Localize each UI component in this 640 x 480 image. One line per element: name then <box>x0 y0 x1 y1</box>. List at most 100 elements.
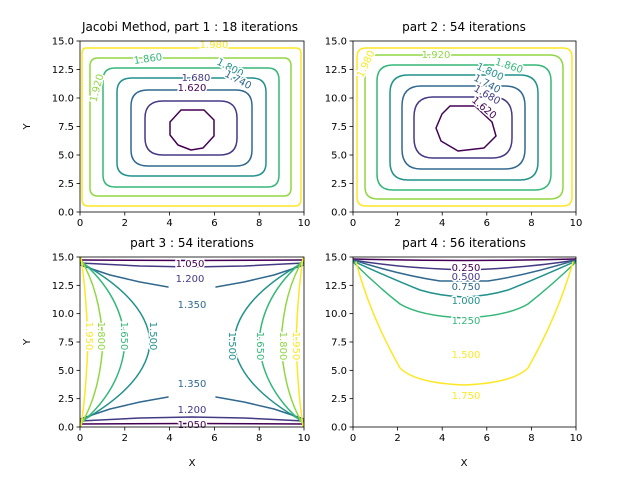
contour-label: 1.680 <box>182 73 211 84</box>
panel-2-axes: 0 2 4 6 8 10 0.0 2.5 5.0 7.5 10.0 12.5 15.0 <box>325 37 583 230</box>
contour-line <box>295 257 304 427</box>
contour-label: 1.800 <box>95 322 106 351</box>
contour-label: 1.200 <box>178 405 207 416</box>
contour-label: 1.000 <box>452 296 481 307</box>
y-tick-label: 15.0 <box>52 253 74 264</box>
x-tick-label: 10 <box>570 433 583 444</box>
x-tick-label: 6 <box>484 218 490 229</box>
y-tick-label: 12.5 <box>52 65 74 76</box>
contour-label: 1.500 <box>147 322 158 351</box>
x-tick-label: 0 <box>350 218 356 229</box>
x-tick-label: 6 <box>211 218 217 229</box>
contour-line <box>130 89 253 167</box>
contour-line <box>169 109 215 151</box>
panel-4-title: part 4 : 56 iterations <box>402 236 526 250</box>
y-tick-label: 0.0 <box>58 423 74 434</box>
panel-4-xlabel: X <box>461 458 468 469</box>
y-tick-label: 12.5 <box>325 65 347 76</box>
x-tick-label: 0 <box>77 433 83 444</box>
panel-2: part 2 : 54 iterations 1.980 1.9201.8601.… <box>325 20 583 229</box>
contour-line <box>353 258 576 262</box>
contour-line <box>258 259 304 425</box>
contour-line <box>102 67 280 188</box>
y-tick-label: 5.0 <box>58 151 74 162</box>
contour-line <box>80 396 169 420</box>
contour-label: 1.350 <box>178 300 207 311</box>
panel-1: Jacobi Method, part 1 : 18 iterations 1.… <box>22 20 310 229</box>
contour-line <box>80 422 304 425</box>
contour-label: 1.750 <box>452 391 481 402</box>
contour-line <box>233 261 304 423</box>
y-tick-label: 2.5 <box>331 394 347 405</box>
contour-label: 1.500 <box>452 350 481 361</box>
contour-line <box>353 259 576 271</box>
y-tick-label: 7.5 <box>331 338 347 349</box>
y-tick-label: 0.0 <box>331 423 347 434</box>
contour-label: 1.950 <box>83 322 94 351</box>
x-tick-label: 4 <box>166 218 172 229</box>
contour-line <box>401 85 526 170</box>
y-tick-label: 0.0 <box>331 208 347 219</box>
panel-3: part 3 : 54 iterations 1.050 1.200 1.350 1.… <box>22 236 310 469</box>
y-tick-label: 2.5 <box>331 179 347 190</box>
panel-4-axes: 0 2 4 6 8 10 0.0 2.5 5.0 7.5 10.0 12.5 15.0 <box>325 253 583 445</box>
contour-label: 1.650 <box>254 332 265 361</box>
contour-line <box>280 257 304 427</box>
x-tick-label: 2 <box>122 218 128 229</box>
contour-label: 1.050 <box>178 420 207 431</box>
x-tick-label: 4 <box>439 218 445 229</box>
panel-3-ylabel: Y <box>22 338 33 346</box>
contour-label: 1.250 <box>452 316 481 327</box>
x-tick-label: 8 <box>528 433 534 444</box>
contour-line <box>215 396 304 420</box>
contour-line <box>80 264 169 288</box>
contour-line <box>413 96 513 159</box>
panel-1-title: Jacobi Method, part 1 : 18 iterations <box>81 20 298 34</box>
contour-line <box>116 77 267 177</box>
contour-line <box>89 57 292 197</box>
contour-label: 1.980 <box>200 40 229 51</box>
x-tick-label: 10 <box>570 218 583 229</box>
y-tick-label: 2.5 <box>58 394 74 405</box>
x-tick-label: 2 <box>394 218 400 229</box>
y-tick-label: 10.0 <box>325 309 347 320</box>
contour-label: 1.500 <box>226 332 237 361</box>
y-tick-label: 2.5 <box>58 179 74 190</box>
contour-line <box>389 74 539 181</box>
contour-label: 0.250 <box>452 263 481 274</box>
contour-label: 1.860 <box>133 52 163 67</box>
y-tick-label: 12.5 <box>52 281 74 292</box>
x-tick-label: 8 <box>528 218 534 229</box>
y-tick-label: 7.5 <box>58 122 74 133</box>
y-tick-label: 7.5 <box>331 122 347 133</box>
x-tick-label: 2 <box>122 433 128 444</box>
y-tick-label: 15.0 <box>325 37 347 48</box>
contour-label: 1.950 <box>290 332 301 361</box>
y-tick-label: 10.0 <box>325 94 347 105</box>
contour-label: 1.200 <box>176 274 205 285</box>
contour-label: 1.350 <box>178 379 207 390</box>
y-tick-label: 7.5 <box>58 338 74 349</box>
x-tick-label: 6 <box>211 433 217 444</box>
contour-label: 1.980 <box>355 49 377 80</box>
contour-line <box>80 257 89 427</box>
panel-3-axes: 0 2 4 6 8 10 0.0 2.5 5.0 7.5 10.0 12.5 15.0 <box>52 253 311 445</box>
x-tick-label: 2 <box>394 433 400 444</box>
x-tick-label: 4 <box>166 433 172 444</box>
panel-3-title: part 3 : 54 iterations <box>130 236 254 250</box>
contour-line <box>80 262 304 268</box>
contour-line <box>80 416 304 422</box>
contour-label: 1.650 <box>118 322 129 351</box>
contour-label: 1.800 <box>277 332 288 361</box>
panel-1-axes: 0 2 4 6 8 10 0.0 2.5 5.0 7.5 10.0 12.5 15.0 <box>52 37 311 230</box>
contour-line <box>353 260 576 298</box>
contour-line <box>215 264 304 288</box>
x-tick-label: 6 <box>484 433 490 444</box>
y-tick-label: 12.5 <box>325 281 347 292</box>
y-tick-label: 15.0 <box>325 253 347 264</box>
